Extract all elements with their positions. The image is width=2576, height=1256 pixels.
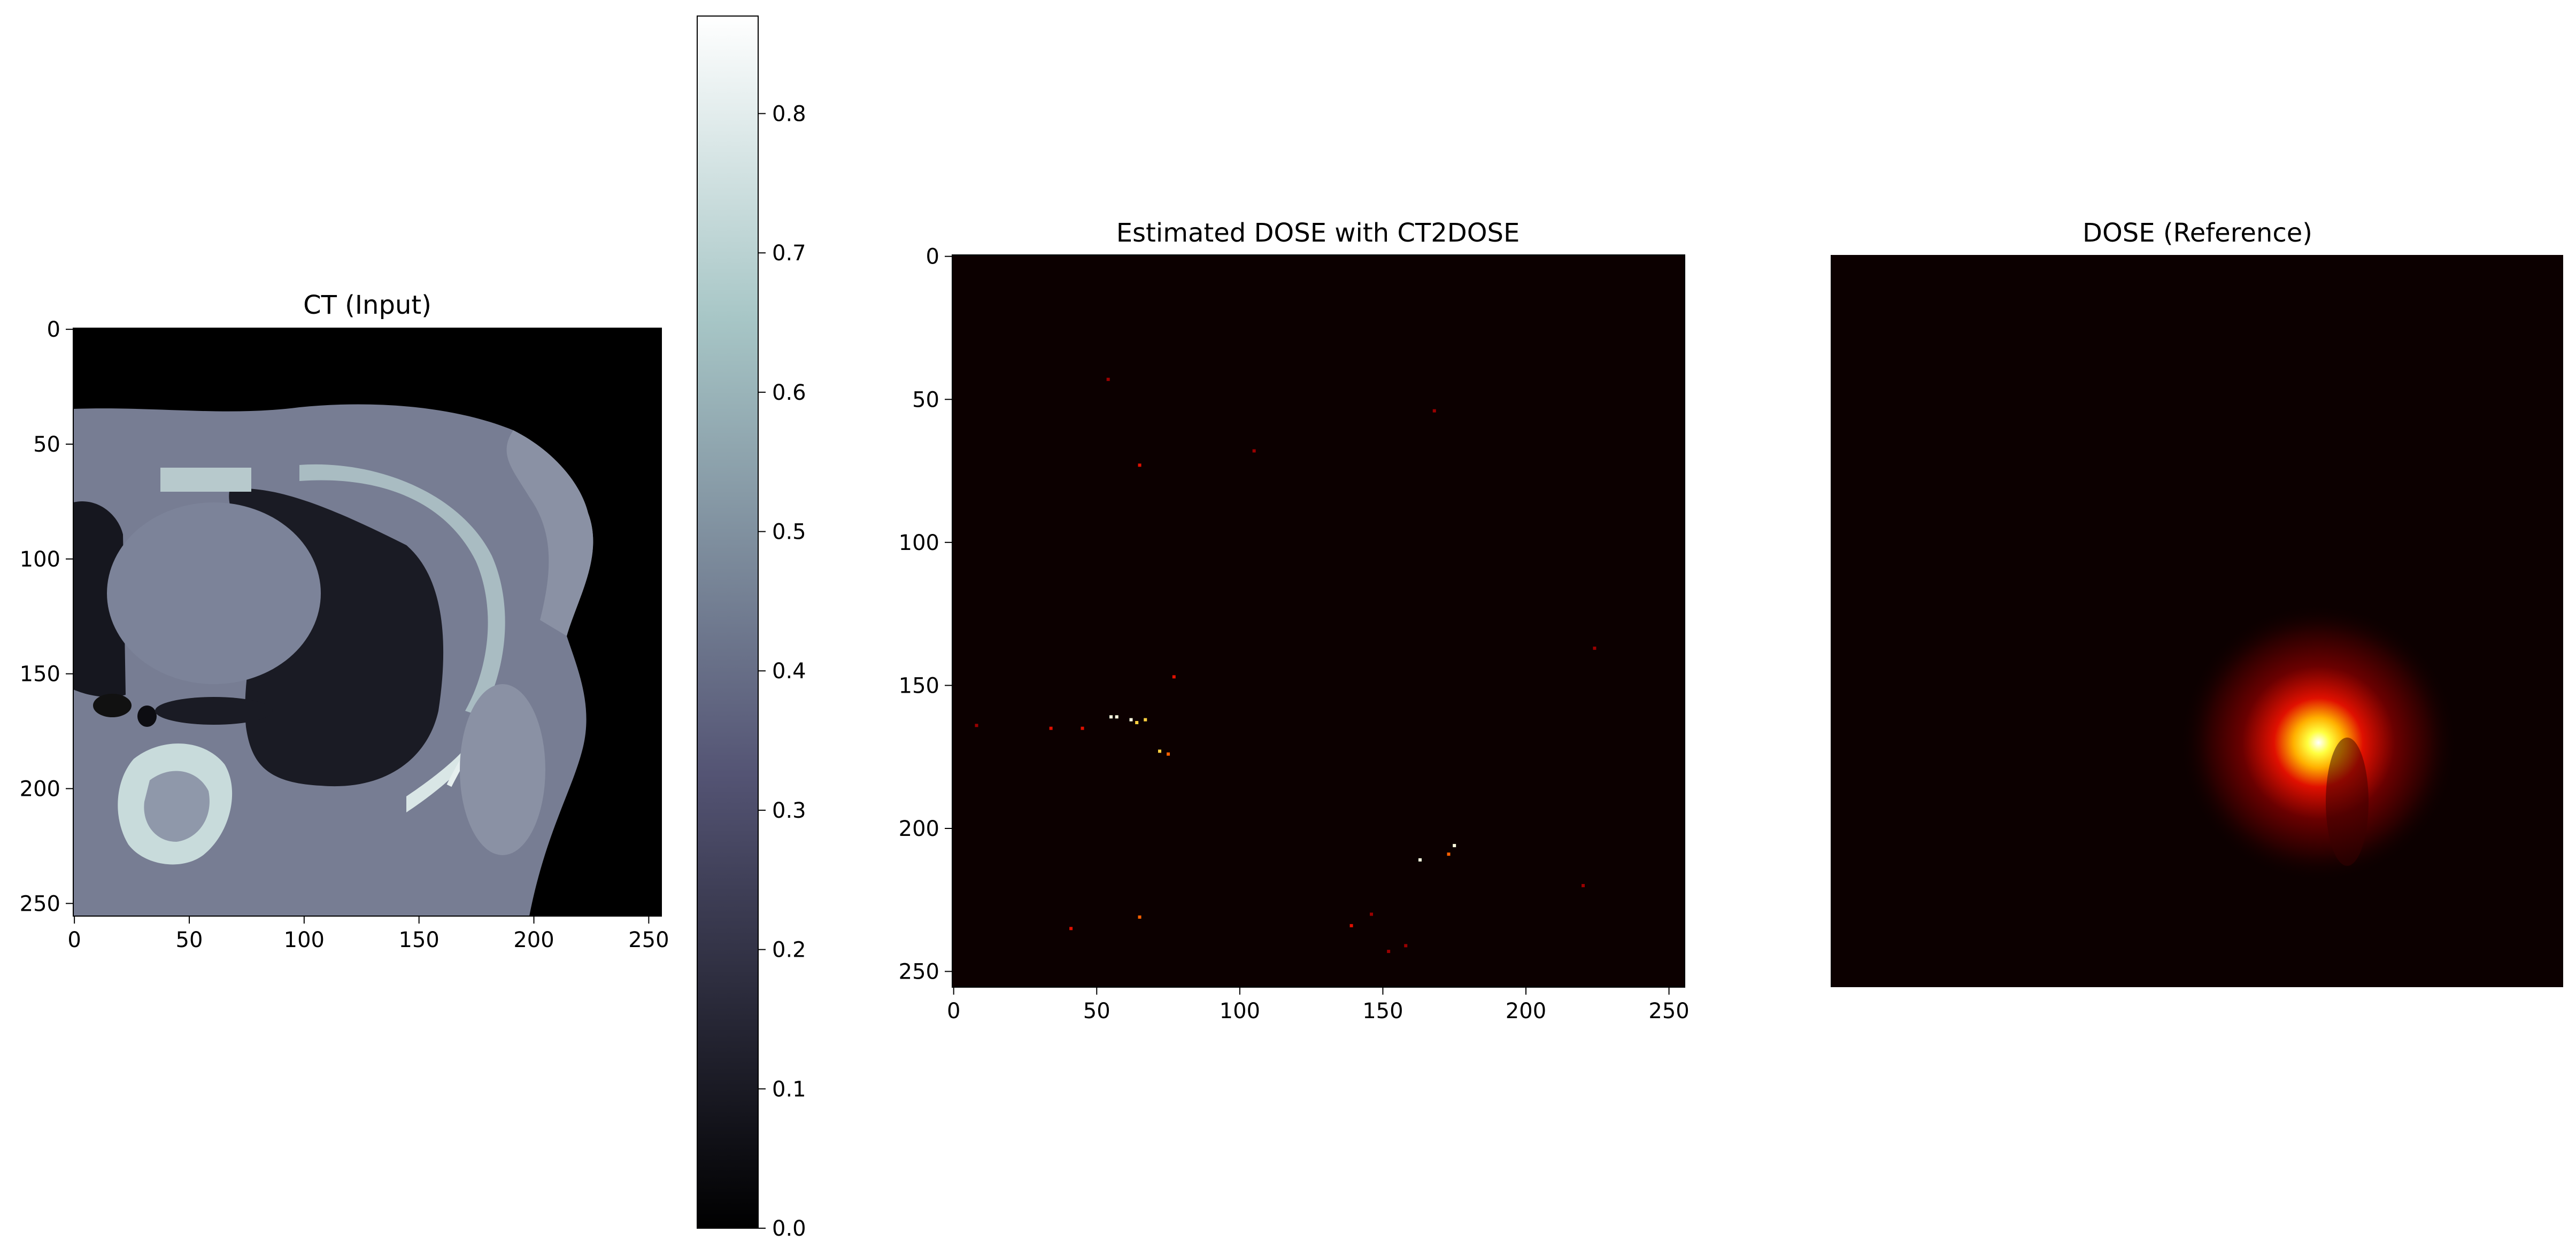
dose-hot-spot: [975, 724, 978, 727]
dose-hot-spot: [1167, 752, 1170, 756]
estimated-dose-x-tick-label: 150: [1362, 999, 1403, 1024]
colorbar-tick-label: 0.3: [772, 798, 806, 823]
dose-hot-spot: [1418, 858, 1422, 862]
dose-hot-spot: [1453, 844, 1456, 848]
dose-hot-spot: [1069, 927, 1073, 931]
estimated-dose-x-tick-label: 100: [1220, 999, 1260, 1024]
reference-dose-image: [1831, 255, 2563, 987]
dose-hot-spot: [1109, 715, 1113, 719]
ct-y-tick-label: 250: [20, 891, 60, 916]
ct-y-tick-label: 150: [20, 662, 60, 687]
dose-hot-spot: [1135, 720, 1139, 724]
estimated-dose-y-tick-label: 0: [926, 245, 939, 269]
ct-ticks: 0 50 100 150 200 250 0 50 100 150 200 250: [20, 317, 669, 952]
colorbar-tick-label: 0.4: [772, 659, 806, 684]
colorbar-tick-label: 0.7: [772, 241, 806, 266]
ct-x-tick-label: 0: [67, 928, 81, 952]
estimated-dose-x-tick-label: 0: [947, 999, 960, 1024]
colorbar: 0.0 0.1 0.2 0.3 0.4 0.5 0.6 0.7 0.8: [697, 15, 806, 1241]
estimated-dose-image: [952, 255, 1685, 987]
estimated-dose-title: Estimated DOSE with CT2DOSE: [1116, 218, 1520, 248]
colorbar-tick-label: 0.1: [772, 1077, 806, 1102]
dose-hot-spot: [1138, 915, 1142, 919]
ct-title: CT (Input): [303, 290, 431, 320]
estimated-dose-panel: Estimated DOSE with CT2DOSE 0 50 100 150 200…: [899, 218, 1690, 1024]
dose-hot-spot: [1158, 749, 1161, 753]
dose-hot-spot: [1252, 449, 1256, 453]
colorbar-tick-label: 0.0: [772, 1216, 806, 1241]
dose-hot-spot: [1432, 409, 1436, 413]
ct-y-tick-label: 100: [20, 547, 60, 572]
estimated-dose-x-tick-label: 200: [1506, 999, 1546, 1024]
reference-dose-title: DOSE (Reference): [2083, 218, 2312, 248]
colorbar-tick-label: 0.2: [772, 938, 806, 963]
dose-hot-spot: [1049, 726, 1053, 730]
dose-hot-spot: [1593, 646, 1596, 650]
ct-x-tick-label: 150: [399, 928, 439, 952]
dose-hot-spot: [1129, 718, 1133, 722]
dose-hot-spot: [1081, 726, 1084, 730]
dose-hot-spot: [1582, 884, 1585, 888]
colorbar-gradient: [697, 15, 759, 1229]
ct-x-tick-label: 50: [176, 928, 203, 952]
reference-dose-panel: DOSE (Reference): [1831, 218, 2563, 987]
dose-hot-spot: [1138, 463, 1142, 467]
dose-hot-spot: [1106, 377, 1110, 381]
dose-hot-spot: [1349, 924, 1353, 927]
estimated-dose-y-tick-label: 100: [899, 531, 939, 555]
ct-y-tick-label: 200: [20, 777, 60, 802]
ct-x-tick-label: 250: [628, 928, 669, 952]
dose-hot-spot: [1404, 944, 1408, 948]
estimated-dose-x-tick-label: 50: [1083, 999, 1110, 1024]
colorbar-tick-label: 0.5: [772, 520, 806, 545]
ct-axes-frame: [73, 328, 662, 917]
estimated-dose-y-tick-label: 150: [899, 673, 939, 698]
estimated-dose-y-tick-label: 50: [912, 387, 939, 412]
dose-hot-spot: [1144, 718, 1147, 722]
reference-dose-hotspot: [2179, 603, 2458, 882]
colorbar-ticks: 0.0 0.1 0.2 0.3 0.4 0.5 0.6 0.7 0.8: [758, 102, 806, 1241]
dose-hot-spot: [1447, 852, 1451, 856]
dose-hot-spot: [1387, 950, 1391, 953]
estimated-dose-y-tick-label: 200: [899, 817, 939, 841]
ct-x-tick-label: 100: [284, 928, 325, 952]
colorbar-tick-label: 0.6: [772, 381, 806, 405]
estimated-dose-x-tick-label: 250: [1648, 999, 1689, 1024]
ct-y-tick-label: 0: [47, 317, 60, 342]
ct-y-tick-label: 50: [33, 432, 60, 457]
dose-hot-spot: [1172, 675, 1176, 679]
colorbar-tick-label: 0.8: [772, 102, 806, 126]
estimated-dose-ticks: 0 50 100 150 200 250 0 50 100 150 200 250: [899, 245, 1690, 1024]
estimated-dose-frame: [952, 254, 1685, 988]
estimated-dose-spots: [975, 377, 1596, 953]
ct-x-tick-label: 200: [513, 928, 554, 952]
ct-panel: CT (Input): [20, 290, 669, 952]
dose-hot-spot: [1115, 715, 1119, 719]
estimated-dose-y-tick-label: 250: [899, 960, 939, 984]
dose-hot-spot: [1370, 912, 1374, 916]
ct-image: [73, 328, 661, 916]
